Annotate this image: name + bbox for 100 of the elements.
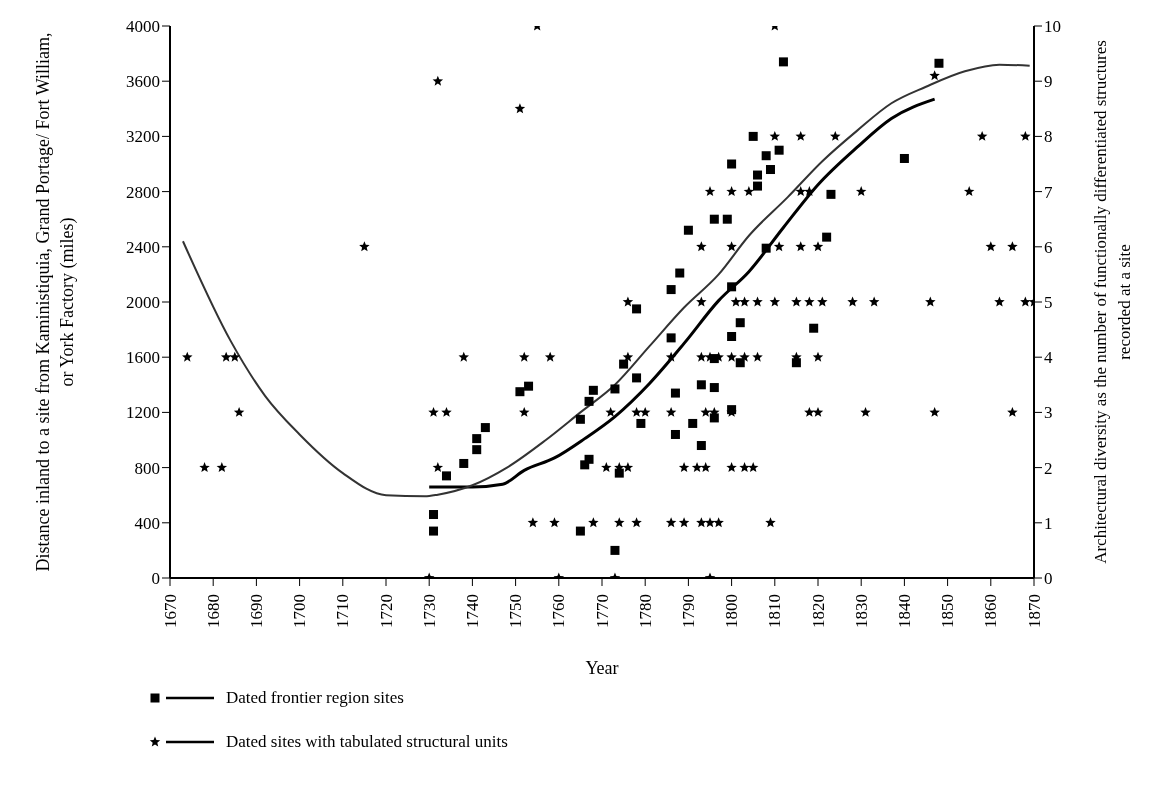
point bbox=[459, 458, 469, 468]
point bbox=[636, 418, 646, 428]
point bbox=[610, 545, 620, 555]
point bbox=[753, 170, 763, 180]
point bbox=[666, 285, 676, 295]
legend-label: Dated sites with tabulated structural units bbox=[226, 732, 508, 752]
x-tick-label: 1670 bbox=[160, 594, 180, 628]
point bbox=[709, 214, 719, 224]
point bbox=[727, 282, 737, 292]
y-axis-title: Distance inland to a site from Kaministiquia, Grand Portage/ Fort William, or York Factory (miles) bbox=[32, 31, 78, 574]
point bbox=[761, 243, 771, 253]
point bbox=[515, 387, 525, 397]
y-tick-label: 3600 bbox=[126, 72, 160, 92]
y2-tick-label: 1 bbox=[1044, 513, 1053, 533]
point bbox=[696, 380, 706, 390]
y-tick-label: 2400 bbox=[126, 237, 160, 257]
x-tick-label: 1760 bbox=[549, 594, 569, 628]
point bbox=[524, 381, 534, 391]
y-tick-label: 800 bbox=[134, 458, 160, 478]
point bbox=[748, 131, 758, 141]
point bbox=[675, 268, 685, 278]
x-tick-label: 1850 bbox=[938, 594, 958, 628]
point bbox=[666, 333, 676, 343]
point bbox=[722, 214, 732, 224]
point bbox=[480, 423, 490, 433]
x-tick-label: 1810 bbox=[765, 594, 785, 628]
x-tick-label: 1740 bbox=[462, 594, 482, 628]
point bbox=[709, 383, 719, 393]
y-tick-label: 1200 bbox=[126, 403, 160, 423]
y-tick-label: 400 bbox=[134, 513, 160, 533]
point bbox=[753, 181, 763, 191]
x-tick-label: 1690 bbox=[246, 594, 266, 628]
point bbox=[774, 145, 784, 155]
point bbox=[761, 151, 771, 161]
x-tick-label: 1830 bbox=[851, 594, 871, 628]
point bbox=[826, 189, 836, 199]
y2-tick-label: 10 bbox=[1044, 17, 1061, 37]
x-tick-label: 1720 bbox=[376, 594, 396, 628]
point bbox=[472, 445, 482, 455]
y2-axis-title: Architectural diversity as the number of functionally differentiated structures recorded at a site bbox=[1090, 39, 1135, 566]
y2-tick-label: 5 bbox=[1044, 293, 1053, 313]
point bbox=[575, 526, 585, 536]
y2-tick-label: 8 bbox=[1044, 127, 1053, 147]
point bbox=[778, 57, 788, 67]
point bbox=[588, 385, 598, 395]
point bbox=[670, 429, 680, 439]
x-tick-label: 1770 bbox=[592, 594, 612, 628]
x-tick-label: 1800 bbox=[722, 594, 742, 628]
x-tick-label: 1780 bbox=[635, 594, 655, 628]
y2-tick-label: 3 bbox=[1044, 403, 1053, 423]
point bbox=[735, 318, 745, 328]
y-tick-label: 2000 bbox=[126, 293, 160, 313]
y2-tick-label: 2 bbox=[1044, 458, 1053, 478]
point bbox=[934, 58, 944, 68]
y2-tick-label: 7 bbox=[1044, 182, 1053, 202]
point bbox=[441, 471, 451, 481]
y-tick-label: 2800 bbox=[126, 182, 160, 202]
point bbox=[584, 396, 594, 406]
point bbox=[429, 510, 439, 520]
x-tick-label: 1730 bbox=[419, 594, 439, 628]
point bbox=[727, 332, 737, 341]
point bbox=[765, 165, 775, 175]
line-series bbox=[181, 63, 1031, 498]
y-tick-label: 3200 bbox=[126, 127, 160, 147]
x-tick-label: 1680 bbox=[203, 594, 223, 628]
x-axis-title: Year bbox=[584, 658, 620, 679]
point bbox=[632, 373, 642, 383]
y-tick-label: 0 bbox=[151, 569, 160, 589]
point bbox=[632, 304, 642, 314]
line-series bbox=[427, 97, 937, 489]
point bbox=[619, 359, 629, 369]
x-tick-label: 1840 bbox=[894, 594, 914, 628]
x-tick-label: 1870 bbox=[1024, 594, 1044, 628]
point bbox=[429, 526, 439, 536]
y-tick-label: 1600 bbox=[126, 348, 160, 368]
point bbox=[575, 414, 585, 424]
point bbox=[735, 358, 745, 368]
point bbox=[670, 388, 680, 398]
x-tick-label: 1790 bbox=[678, 594, 698, 628]
x-tick-label: 1710 bbox=[333, 594, 353, 628]
x-tick-label: 1750 bbox=[506, 594, 526, 628]
point bbox=[584, 454, 594, 464]
y2-tick-label: 4 bbox=[1044, 348, 1053, 368]
x-tick-label: 1700 bbox=[290, 594, 310, 628]
point bbox=[696, 441, 706, 451]
point bbox=[472, 434, 482, 444]
point bbox=[809, 323, 819, 333]
legend-label: Dated frontier region sites bbox=[226, 688, 404, 708]
point bbox=[683, 225, 693, 235]
y2-tick-label: 6 bbox=[1044, 237, 1053, 257]
point bbox=[899, 153, 909, 163]
point bbox=[727, 159, 737, 169]
y2-tick-label: 9 bbox=[1044, 72, 1053, 92]
y2-tick-label: 0 bbox=[1044, 569, 1053, 589]
x-tick-label: 1860 bbox=[981, 594, 1001, 628]
point bbox=[610, 384, 620, 394]
point bbox=[822, 232, 832, 242]
y-tick-label: 4000 bbox=[126, 17, 160, 37]
x-tick-label: 1820 bbox=[808, 594, 828, 628]
point bbox=[688, 418, 698, 428]
